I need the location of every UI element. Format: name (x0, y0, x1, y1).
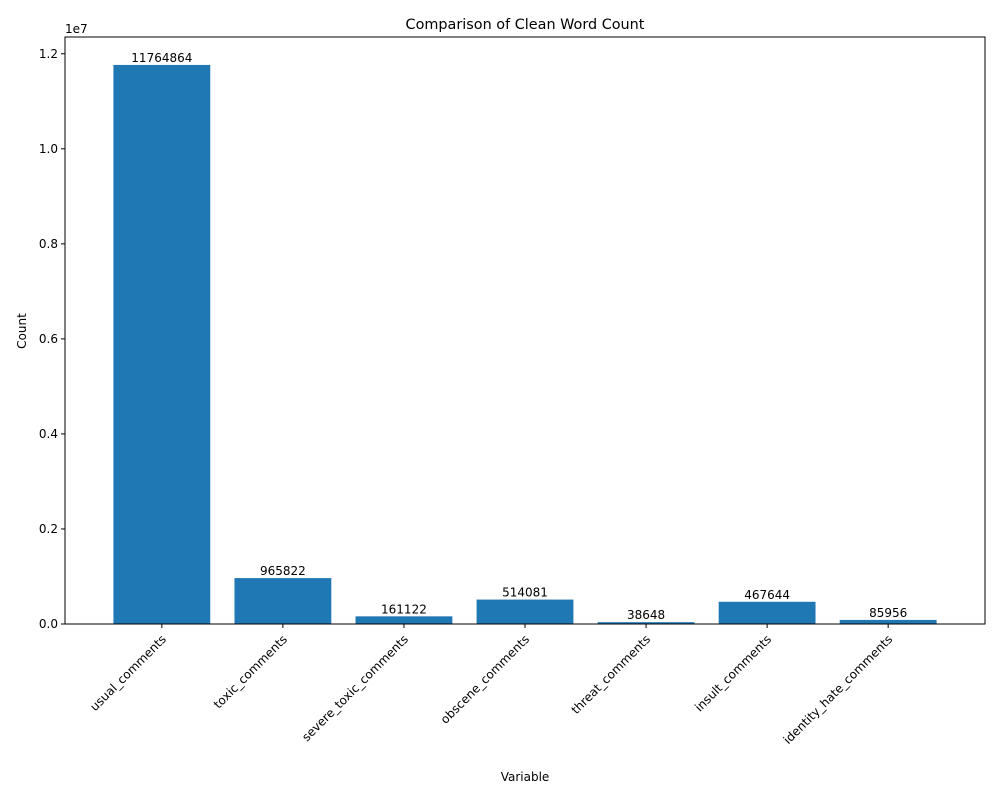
y-tick-label: 0.4 (39, 427, 58, 441)
x-tick-label: obscene_comments (438, 632, 532, 726)
bar-value-label: 11764864 (131, 51, 192, 65)
bar-value-label: 161122 (381, 602, 427, 616)
y-tick-label: 1.0 (39, 142, 58, 156)
x-tick-label: usual_comments (87, 632, 169, 714)
y-axis-label: Count (15, 313, 29, 349)
y-axis-offset-label: 1e7 (65, 22, 88, 36)
y-tick-label: 0.6 (39, 332, 58, 346)
bar (718, 601, 816, 624)
y-tick-label: 0.2 (39, 522, 58, 536)
bars (113, 64, 937, 625)
bar (355, 616, 453, 624)
y-tick-label: 1.2 (39, 47, 58, 61)
bar-data-labels: 11764864 965822 161122 514081 38648 467644 859… (131, 51, 907, 622)
y-tick-label: 0.8 (39, 237, 58, 251)
y-tick-label: 0.0 (39, 617, 58, 631)
x-tick-label: toxic_comments (211, 632, 290, 711)
bar-value-label: 85956 (869, 606, 907, 620)
bar (476, 599, 574, 624)
x-axis-label: Variable (501, 770, 550, 784)
x-tick-label: identity_hate_comments (781, 632, 896, 747)
chart-title: Comparison of Clean Word Count (406, 17, 645, 33)
bar-value-label: 965822 (260, 564, 306, 578)
bar (113, 64, 211, 625)
x-tick-label: threat_comments (569, 632, 654, 717)
x-axis-ticks: usual_comments toxic_comments severe_toxic… (87, 624, 895, 747)
x-tick-label: insult_comments (692, 632, 774, 714)
plot-area-frame (64, 36, 986, 625)
y-axis-ticks: 0.0 0.2 0.4 0.6 0.8 1.0 1.2 (39, 47, 65, 631)
bar (839, 619, 937, 624)
bar-value-label: 514081 (502, 586, 548, 600)
bar (234, 578, 332, 624)
bar (597, 622, 695, 624)
bar-value-label: 38648 (627, 608, 665, 622)
x-tick-label: severe_toxic_comments (299, 632, 411, 744)
bar-value-label: 467644 (744, 588, 790, 602)
